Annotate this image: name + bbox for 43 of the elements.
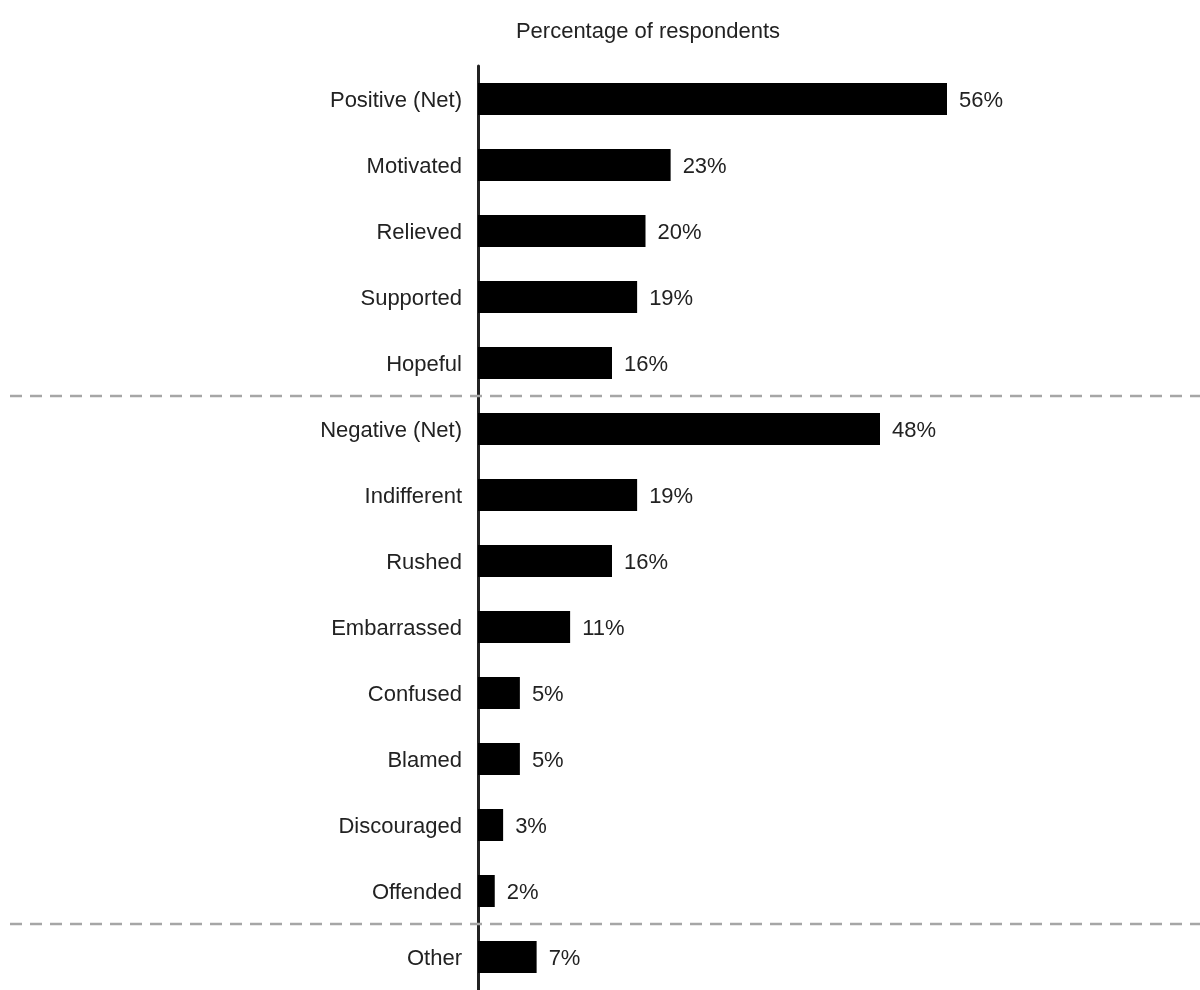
- data-label: 16%: [624, 350, 669, 376]
- y-tick-label: Indifferent: [364, 482, 462, 508]
- y-tick-label: Motivated: [366, 152, 462, 178]
- y-tick-label: Offended: [371, 878, 462, 904]
- bar: [478, 347, 612, 379]
- data-label: 19%: [649, 284, 694, 310]
- data-label: 20%: [657, 218, 702, 244]
- bar: [478, 941, 537, 973]
- bar: [478, 611, 571, 643]
- y-tick-label: Supported: [360, 284, 462, 310]
- data-label: 23%: [682, 152, 727, 178]
- y-tick-label: Relieved: [376, 218, 462, 244]
- bar: [478, 215, 646, 247]
- y-tick-label: Rushed: [386, 548, 462, 574]
- data-label: 5%: [531, 746, 564, 772]
- data-label: 3%: [515, 812, 547, 838]
- data-label: 48%: [892, 416, 937, 442]
- bar: [478, 743, 520, 775]
- y-tick-label: Other: [406, 944, 462, 970]
- y-tick-label: Embarrassed: [331, 614, 462, 640]
- bar: [478, 677, 520, 709]
- y-tick-label: Blamed: [387, 746, 462, 772]
- data-label: 16%: [624, 548, 669, 574]
- bar: [478, 545, 612, 577]
- data-label: 19%: [649, 482, 694, 508]
- data-label: 56%: [959, 86, 1004, 112]
- y-tick-label: Hopeful: [386, 350, 462, 376]
- y-tick-label: Confused: [367, 680, 462, 706]
- y-tick-label: Positive (Net): [329, 86, 462, 112]
- bar: [478, 281, 638, 313]
- bar: [478, 149, 671, 181]
- chart-title: Percentage of respondents: [515, 17, 781, 43]
- data-label: 5%: [531, 680, 564, 706]
- y-tick-label: Discouraged: [338, 812, 462, 838]
- bar: [478, 83, 947, 115]
- data-label: 11%: [582, 614, 625, 640]
- bar: [478, 479, 638, 511]
- bar: [478, 875, 495, 907]
- data-label: 7%: [548, 944, 581, 970]
- data-label: 2%: [506, 878, 539, 904]
- y-tick-label: Negative (Net): [320, 416, 462, 442]
- bar: [478, 413, 880, 445]
- bar: [478, 809, 504, 841]
